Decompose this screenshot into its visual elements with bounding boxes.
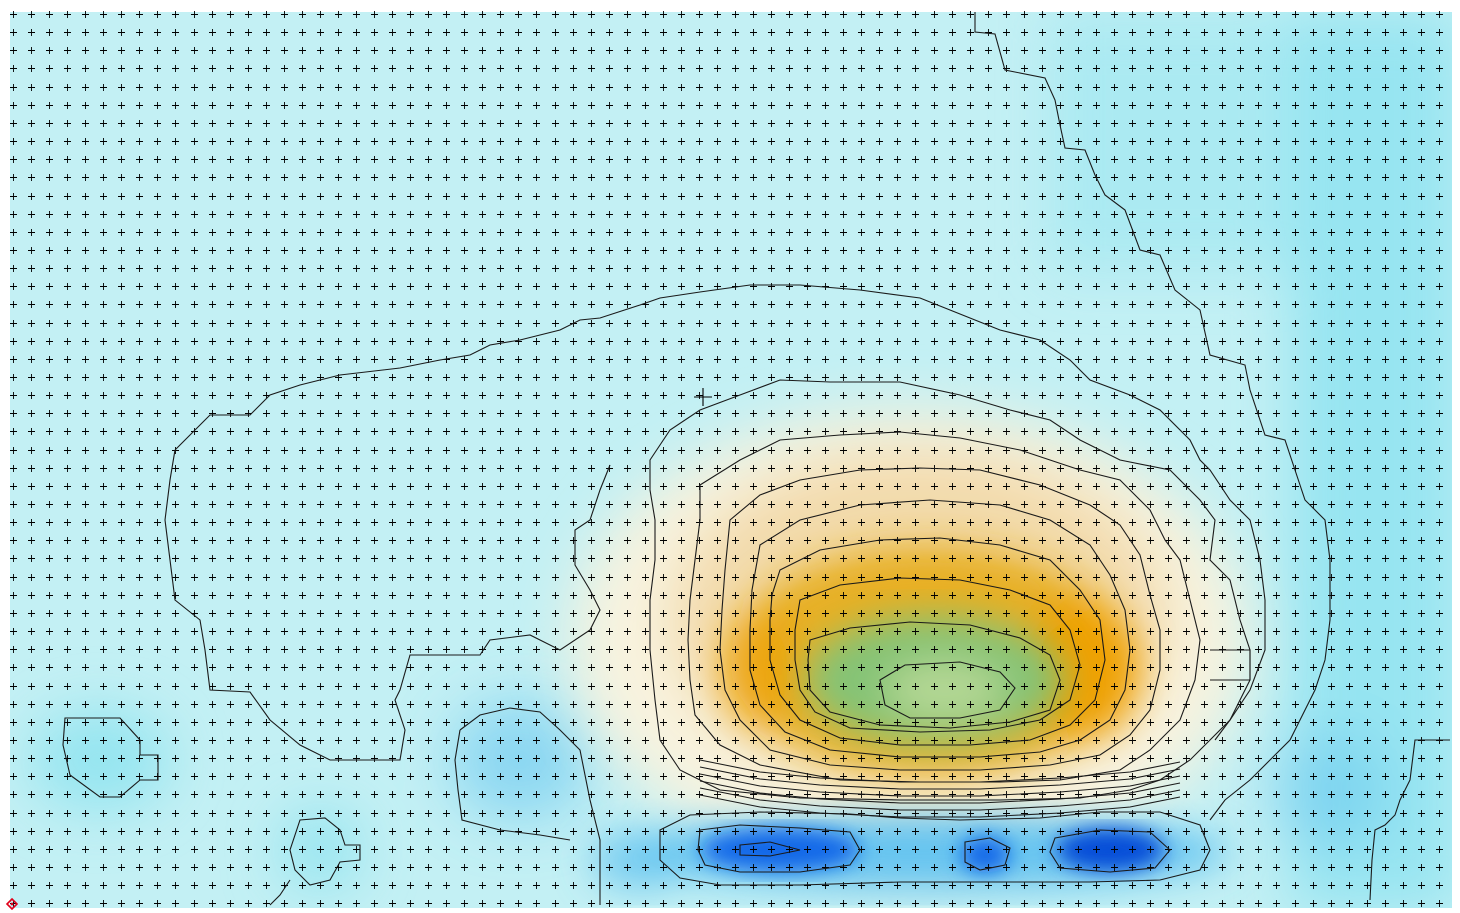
heat-green-center	[885, 660, 1005, 720]
contour-ring-6	[769, 537, 1106, 746]
contour-blue-deep-left	[739, 841, 801, 857]
contour-ring-8	[807, 621, 1061, 729]
heat-cold-left	[30, 710, 170, 810]
contour-lower-mid-b	[454, 729, 571, 841]
heat-deep-blue-left	[700, 828, 860, 872]
heat-blue-band-left	[590, 830, 690, 890]
contour-blue-mid	[964, 837, 1011, 871]
heat-layer	[10, 12, 1452, 908]
grid-markers	[10, 11, 1443, 907]
contour-right-edge	[974, 12, 1331, 821]
crosshair-icon	[694, 388, 712, 406]
origin-dot	[10, 902, 14, 906]
contour-bottom-left	[269, 879, 291, 906]
contour-ring-7	[794, 577, 1081, 733]
contour-layer	[62, 12, 1450, 906]
contour-lower-mid	[459, 707, 601, 905]
contour-blue-band-outer	[659, 811, 1211, 886]
origin-diamond	[5, 897, 19, 911]
heat-blue-mid	[450, 700, 590, 820]
contour-ring-5	[749, 499, 1131, 758]
contour-island-small	[289, 817, 361, 886]
contour-ring-9	[879, 661, 1016, 719]
heat-deep-blue-mid	[960, 837, 1010, 873]
heat-cold-top-right	[1050, 12, 1310, 272]
heat-deep-blue-right	[1055, 828, 1165, 872]
contour-ring-3	[687, 431, 1201, 783]
contour-bump-right	[1210, 649, 1251, 681]
contour-bottom-5	[699, 787, 1181, 811]
contour-outer-left	[164, 449, 611, 761]
contour-bottom-1	[699, 759, 1181, 783]
contour-island-left	[62, 717, 159, 798]
contour-blue-right	[1049, 829, 1171, 873]
crosshair-path	[694, 388, 712, 406]
heat-cold-small	[280, 810, 360, 890]
heat-blue-right	[1270, 730, 1390, 850]
heat-orange-left	[720, 610, 800, 730]
contour-bottom-3	[699, 773, 1181, 797]
red-diamond-icon[interactable]	[5, 897, 19, 911]
contour-bottom-6	[699, 794, 1181, 818]
contour-outer	[174, 284, 1266, 741]
grid-marker-layer	[10, 11, 1443, 907]
contour-bottom-2	[699, 766, 1181, 790]
contour-ring-4	[719, 467, 1161, 771]
contour-bottom-right	[1369, 739, 1450, 901]
contour-bottom-4	[699, 780, 1181, 804]
contour-blue-band-inner	[697, 824, 861, 873]
